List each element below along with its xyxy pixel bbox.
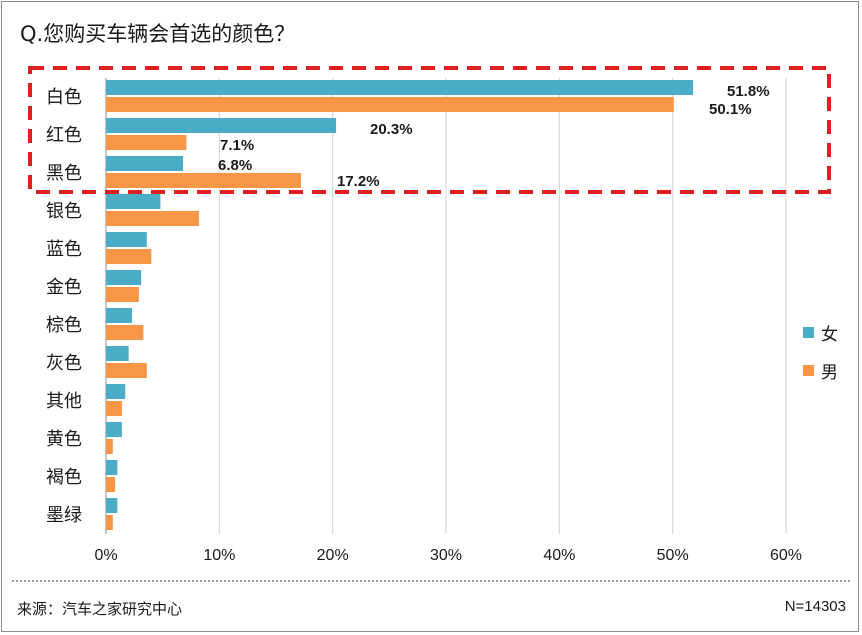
legend-label-male: 男 <box>821 363 838 383</box>
bar-female <box>106 118 337 133</box>
legend-label-female: 女 <box>821 325 838 345</box>
bar-male <box>106 363 147 378</box>
gridlines <box>105 78 787 534</box>
category-label: 银色 <box>46 201 82 222</box>
x-tick-label: 30% <box>430 547 462 564</box>
bar-female <box>106 80 694 95</box>
chart-title: Q.您购买车辆会首选的颜色？ <box>20 22 296 46</box>
category-label: 红色 <box>46 125 82 146</box>
category-label: 棕色 <box>46 315 82 336</box>
bar-male <box>106 477 116 492</box>
bar-female <box>106 194 161 209</box>
category-label: 黄色 <box>46 429 82 450</box>
bar-male <box>106 401 122 416</box>
category-label: 褐色 <box>46 467 82 488</box>
x-tick-label: 10% <box>203 547 235 564</box>
highlight-box <box>28 66 831 194</box>
data-labels: 51.8% 20.3% 6.8% 50.1% 7.1% 17.2% <box>218 83 770 190</box>
category-label: 灰色 <box>46 353 82 374</box>
bar-male <box>106 211 199 226</box>
data-label: 17.2% <box>337 173 380 190</box>
category-label: 其他 <box>46 391 82 412</box>
bar-male <box>106 515 113 530</box>
bar-chart: 51.8% 20.3% 6.8% 50.1% 7.1% 17.2% 白色红色黑色银色蓝色金… <box>28 66 831 564</box>
bar-male <box>106 173 301 188</box>
category-label: 金色 <box>46 277 82 298</box>
x-tick-label: 40% <box>543 547 575 564</box>
x-tick-label: 50% <box>657 547 689 564</box>
bar-male <box>106 439 113 454</box>
data-label: 50.1% <box>709 101 752 118</box>
data-label: 7.1% <box>220 137 254 154</box>
bar-female <box>106 156 184 171</box>
bar-male <box>106 97 674 112</box>
data-label: 20.3% <box>370 121 413 138</box>
bar-female <box>106 270 142 285</box>
category-label: 蓝色 <box>46 239 82 260</box>
bar-male <box>106 135 187 150</box>
category-label: 黑色 <box>46 163 82 184</box>
x-tick-labels: 0% 10% 20% 30% 40% 50% 60% <box>94 547 802 564</box>
x-tick-label: 0% <box>94 547 117 564</box>
sample-size: N=14303 <box>784 598 846 615</box>
bar-female <box>106 346 129 361</box>
legend-swatch-male <box>803 365 814 376</box>
category-label: 墨绿 <box>46 505 82 526</box>
bar-female <box>106 460 118 475</box>
x-tick-label: 20% <box>317 547 349 564</box>
bar-female <box>106 232 147 247</box>
data-label: 51.8% <box>727 83 770 100</box>
x-tick-label: 60% <box>770 547 802 564</box>
bar-male <box>106 287 139 302</box>
data-label: 6.8% <box>218 157 252 174</box>
legend-swatch-female <box>803 327 814 338</box>
bar-female <box>106 384 126 399</box>
legend-item-male: 男 <box>803 358 838 383</box>
bar-male <box>106 249 152 264</box>
bars <box>106 80 694 530</box>
footer-divider <box>12 580 850 582</box>
bar-female <box>106 422 122 437</box>
bar-female <box>106 498 118 513</box>
highlight-box <box>28 66 831 194</box>
bar-male <box>106 325 144 340</box>
category-label: 白色 <box>46 87 82 108</box>
bar-female <box>106 308 133 323</box>
legend-item-female: 女 <box>803 320 838 345</box>
source-note: 来源：汽车之家研究中心 <box>17 600 183 618</box>
